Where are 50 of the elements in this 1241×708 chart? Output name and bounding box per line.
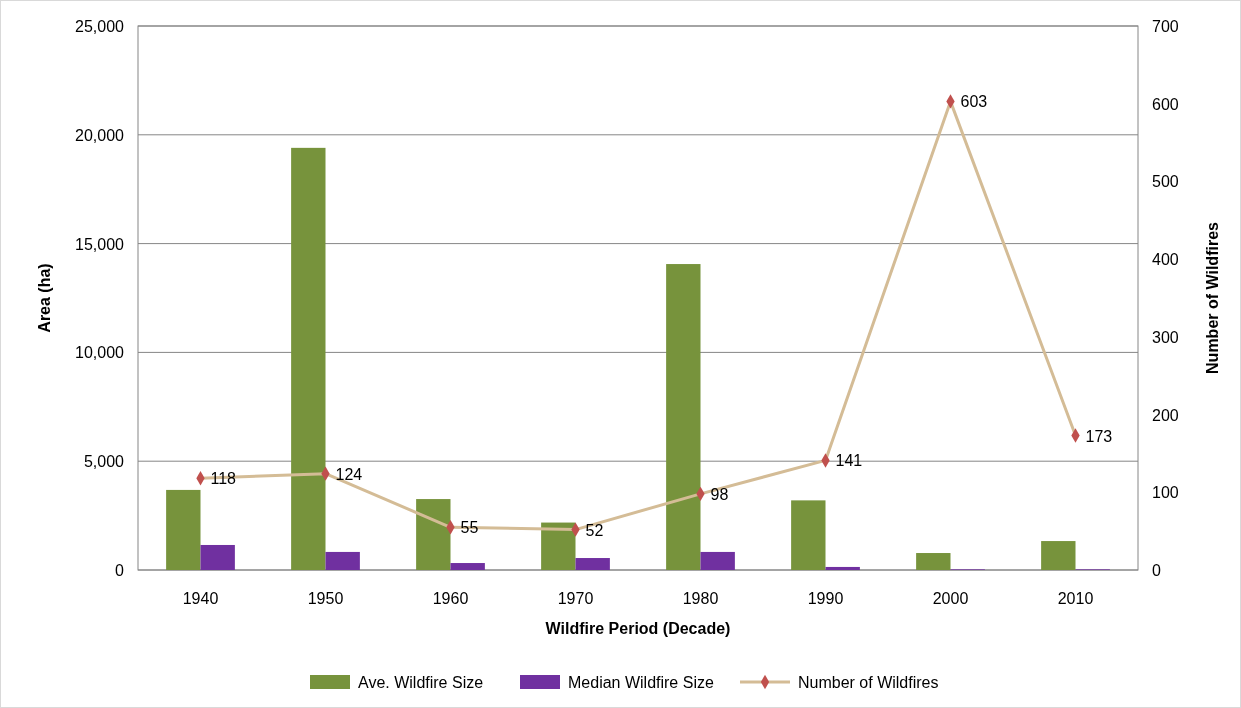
y2-tick-label: 300 — [1152, 328, 1179, 346]
bar — [416, 499, 451, 570]
y-tick-label: 15,000 — [75, 235, 125, 253]
bar — [700, 551, 735, 570]
bar — [166, 489, 201, 570]
bar — [666, 264, 701, 570]
x-tick-label: 1950 — [307, 590, 344, 607]
x-tick-label: 2000 — [932, 590, 969, 607]
y-tick-label: 25,000 — [75, 18, 125, 35]
legend-label: Ave. Wildfire Size — [358, 674, 484, 691]
y-axis-title: Area (ha) — [36, 263, 53, 333]
x-tick-label: 1940 — [182, 590, 219, 607]
x-tick-label: 2010 — [1057, 590, 1094, 607]
y2-tick-label: 100 — [1152, 484, 1179, 502]
bar — [916, 553, 951, 570]
x-tick-label: 1960 — [432, 590, 469, 607]
y-tick-label: 20,000 — [75, 126, 125, 144]
bar — [825, 566, 860, 570]
y2-tick-label: 0 — [1152, 562, 1161, 579]
bar — [541, 522, 576, 570]
y-tick-label: 5,000 — [83, 453, 125, 471]
y2-tick-label: 500 — [1152, 173, 1179, 191]
data-label: 603 — [960, 93, 988, 111]
y2-tick-label: 600 — [1152, 95, 1179, 113]
data-label: 124 — [335, 465, 363, 483]
bar — [291, 147, 326, 570]
x-axis-title: Wildfire Period (Decade) — [545, 620, 731, 637]
bar — [791, 500, 826, 570]
x-tick-label: 1980 — [682, 590, 719, 607]
x-tick-label: 1970 — [557, 590, 594, 607]
data-label: 141 — [835, 452, 863, 470]
bar — [450, 563, 485, 570]
y2-tick-label: 400 — [1152, 251, 1179, 269]
bar — [200, 544, 235, 570]
bar — [325, 551, 360, 570]
data-label: 55 — [460, 519, 479, 537]
data-label: 173 — [1085, 427, 1113, 445]
y2-tick-label: 700 — [1152, 18, 1179, 35]
bar — [575, 558, 610, 570]
y-tick-label: 10,000 — [75, 344, 125, 362]
data-label: 52 — [585, 521, 604, 539]
y2-tick-label: 200 — [1152, 406, 1179, 424]
legend-label: Median Wildfire Size — [568, 674, 714, 691]
bar — [1041, 541, 1076, 570]
data-label: 98 — [710, 485, 729, 503]
y-tick-label: 0 — [115, 562, 125, 579]
data-label: 118 — [210, 470, 237, 488]
y2-axis-title: Number of Wildfires — [1204, 221, 1221, 374]
legend-label: Number of Wildfires — [798, 674, 939, 691]
x-tick-label: 1990 — [807, 590, 844, 607]
